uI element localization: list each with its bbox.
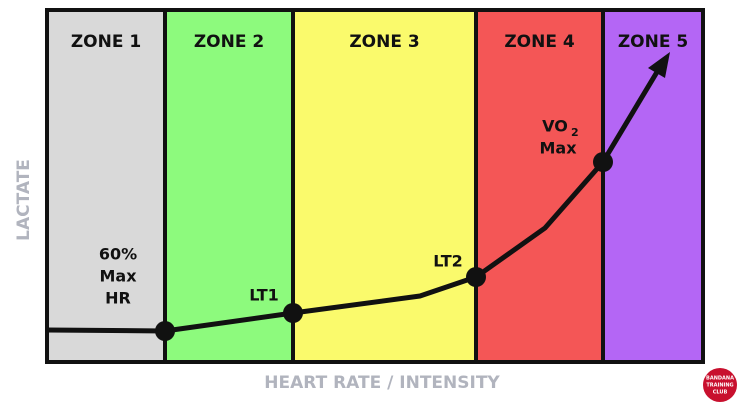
point-dot	[466, 267, 486, 287]
y-axis-label: LACTATE	[14, 159, 34, 241]
zone-label: ZONE 1	[71, 32, 141, 52]
point-label: Max	[99, 267, 137, 286]
point-dot	[283, 303, 303, 323]
point-label: Max	[539, 139, 577, 158]
zones: ZONE 1 ZONE 2 ZONE 3 ZONE 4 ZONE 5	[47, 10, 703, 362]
zone-band	[47, 10, 165, 362]
arrow-head	[648, 52, 670, 78]
point-label: LT2	[433, 252, 463, 271]
logo-text: CLUB	[713, 390, 728, 396]
zone-label: ZONE 4	[504, 32, 575, 52]
x-axis-label: HEART RATE / INTENSITY	[264, 373, 500, 393]
point-label: 60%	[99, 245, 137, 264]
zone-label: ZONE 3	[349, 32, 419, 52]
lactate-curve	[46, 70, 660, 334]
logo-text: BANDANA	[706, 376, 734, 382]
zone-band	[603, 10, 703, 362]
zone-label: ZONE 5	[618, 32, 688, 52]
point-subscript: 2	[571, 126, 579, 139]
zone-label: ZONE 2	[194, 32, 264, 52]
frame	[45, 8, 705, 364]
logo: BANDANA TRAINING CLUB	[703, 368, 737, 402]
logo-badge	[703, 368, 737, 402]
logo-text: TRAINING	[706, 383, 733, 389]
point-dot	[155, 321, 175, 341]
point-label: VO	[542, 117, 568, 136]
zone-band	[165, 10, 293, 362]
point-label: LT1	[249, 286, 279, 305]
point-dot	[593, 152, 613, 172]
point-label: HR	[105, 289, 131, 308]
zone-band	[293, 10, 476, 362]
